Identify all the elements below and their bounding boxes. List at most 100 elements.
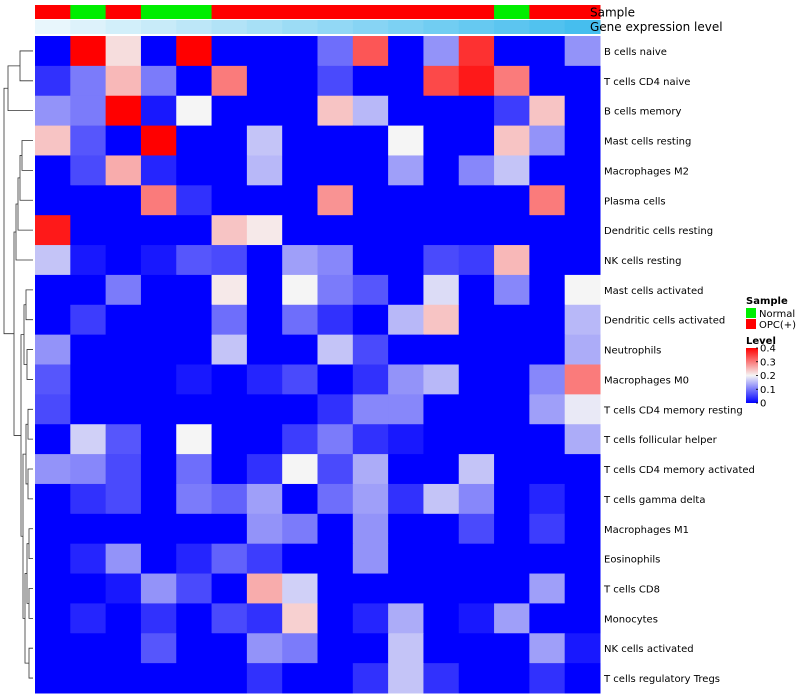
heatmap-cell [282,36,318,67]
heatmap-cell [140,663,177,694]
heatmap-cell [564,274,601,306]
dendrogram-branch [3,87,14,335]
heatmap-cell [494,304,530,336]
heatmap-cell [388,334,424,365]
heatmap-cell [140,125,177,156]
heatmap-cell [423,633,460,664]
heatmap-cell [105,65,142,97]
row-label: Mast cells resting [604,137,691,148]
heatmap-cell [529,215,566,246]
heatmap-cell [423,603,460,634]
heatmap-cell [211,573,248,604]
heatmap-cell [70,543,107,575]
heatmap-cell [388,633,424,664]
row-label: Macrophages M2 [604,166,689,177]
heatmap-cell [352,304,389,336]
heatmap-cell [317,364,354,395]
sample-annotation-cell [211,5,248,19]
heatmap-cell [211,424,248,455]
heatmap-cell [458,543,495,575]
heatmap-cell [70,633,107,664]
row-label: Mast cells activated [604,286,703,297]
heatmap-cell [211,513,248,545]
heatmap-cell [246,364,283,395]
heatmap-cell [246,65,283,97]
heatmap-cell [35,95,71,127]
heatmap-cell [458,65,495,97]
heatmap-cell [35,454,71,485]
heatmap-cell [35,543,71,575]
heatmap-cell [176,394,213,425]
heatmap-cell [388,573,424,604]
heatmap-cell [70,36,107,67]
sample-annotation-cell [388,5,424,19]
heatmap-cell [564,125,601,156]
heatmap-cell [352,424,389,455]
heatmap-cell [317,603,354,634]
heatmap-cell [70,274,107,306]
heatmap-cell [458,304,495,336]
heatmap-cell [35,185,71,216]
heatmap-cell [388,185,424,216]
sample-annotation-cell [35,5,71,19]
heatmap-cell [317,185,354,216]
heatmap-cell [105,185,142,216]
heatmap-cell [105,663,142,694]
heatmap-cell [246,245,283,276]
expression-annotation-cell [388,20,424,34]
heatmap-cell [423,424,460,455]
heatmap-cell [282,543,318,575]
heatmap-cell [388,274,424,306]
heatmap-cell [494,215,530,246]
heatmap-cell [458,483,495,515]
row-label: Macrophages M0 [604,375,689,386]
heatmap-cell [140,603,177,634]
heatmap-cell [211,274,248,306]
legend-level-tick-label: 0.3 [760,357,776,368]
heatmap-cell [458,215,495,246]
heatmap-cell [423,394,460,425]
heatmap-cell [246,543,283,575]
dendrogram-branch [20,334,24,537]
heatmap-cell [140,95,177,127]
heatmap-cell [35,483,71,515]
heatmap-cell [529,65,566,97]
heatmap-cell [388,454,424,485]
heatmap-cell [458,364,495,395]
heatmap-cell [246,334,283,365]
heatmap-cell [352,125,389,156]
sample-annotation-cell [529,5,566,19]
sample-annotation-cell [317,5,354,19]
heatmap-cell [529,304,566,336]
heatmap-cell [494,454,530,485]
heatmap-cell [35,65,71,97]
row-labels: B cells naive T cells CD4 naive B cells me… [603,47,755,685]
heatmap-cell [246,483,283,515]
heatmap-cell [70,215,107,246]
heatmap-cell [211,663,248,694]
heatmap-cell [140,573,177,604]
heatmap-cell [70,424,107,455]
heatmap-cell [458,603,495,634]
expression-annotation-cell [176,20,213,34]
heatmap-cell [246,215,283,246]
heatmap-cell [211,95,248,127]
heatmap-cell [352,454,389,485]
heatmap-cell [423,155,460,186]
heatmap-cell [388,36,424,67]
heatmap-cell [105,603,142,634]
dendrogram-branch [26,349,33,380]
heatmap-cell [564,603,601,634]
heatmap-cell [176,573,213,604]
heatmap-cell [35,394,71,425]
heatmap-cell [388,155,424,186]
heatmap-cell [176,245,213,276]
heatmap-cell [494,245,530,276]
heatmap-cell [352,185,389,216]
heatmap-cell [352,36,389,67]
heatmap-cell [317,155,354,186]
heatmap-cell [388,394,424,425]
row-label: Eosinophils [604,555,660,566]
heatmap-cell [529,513,566,545]
